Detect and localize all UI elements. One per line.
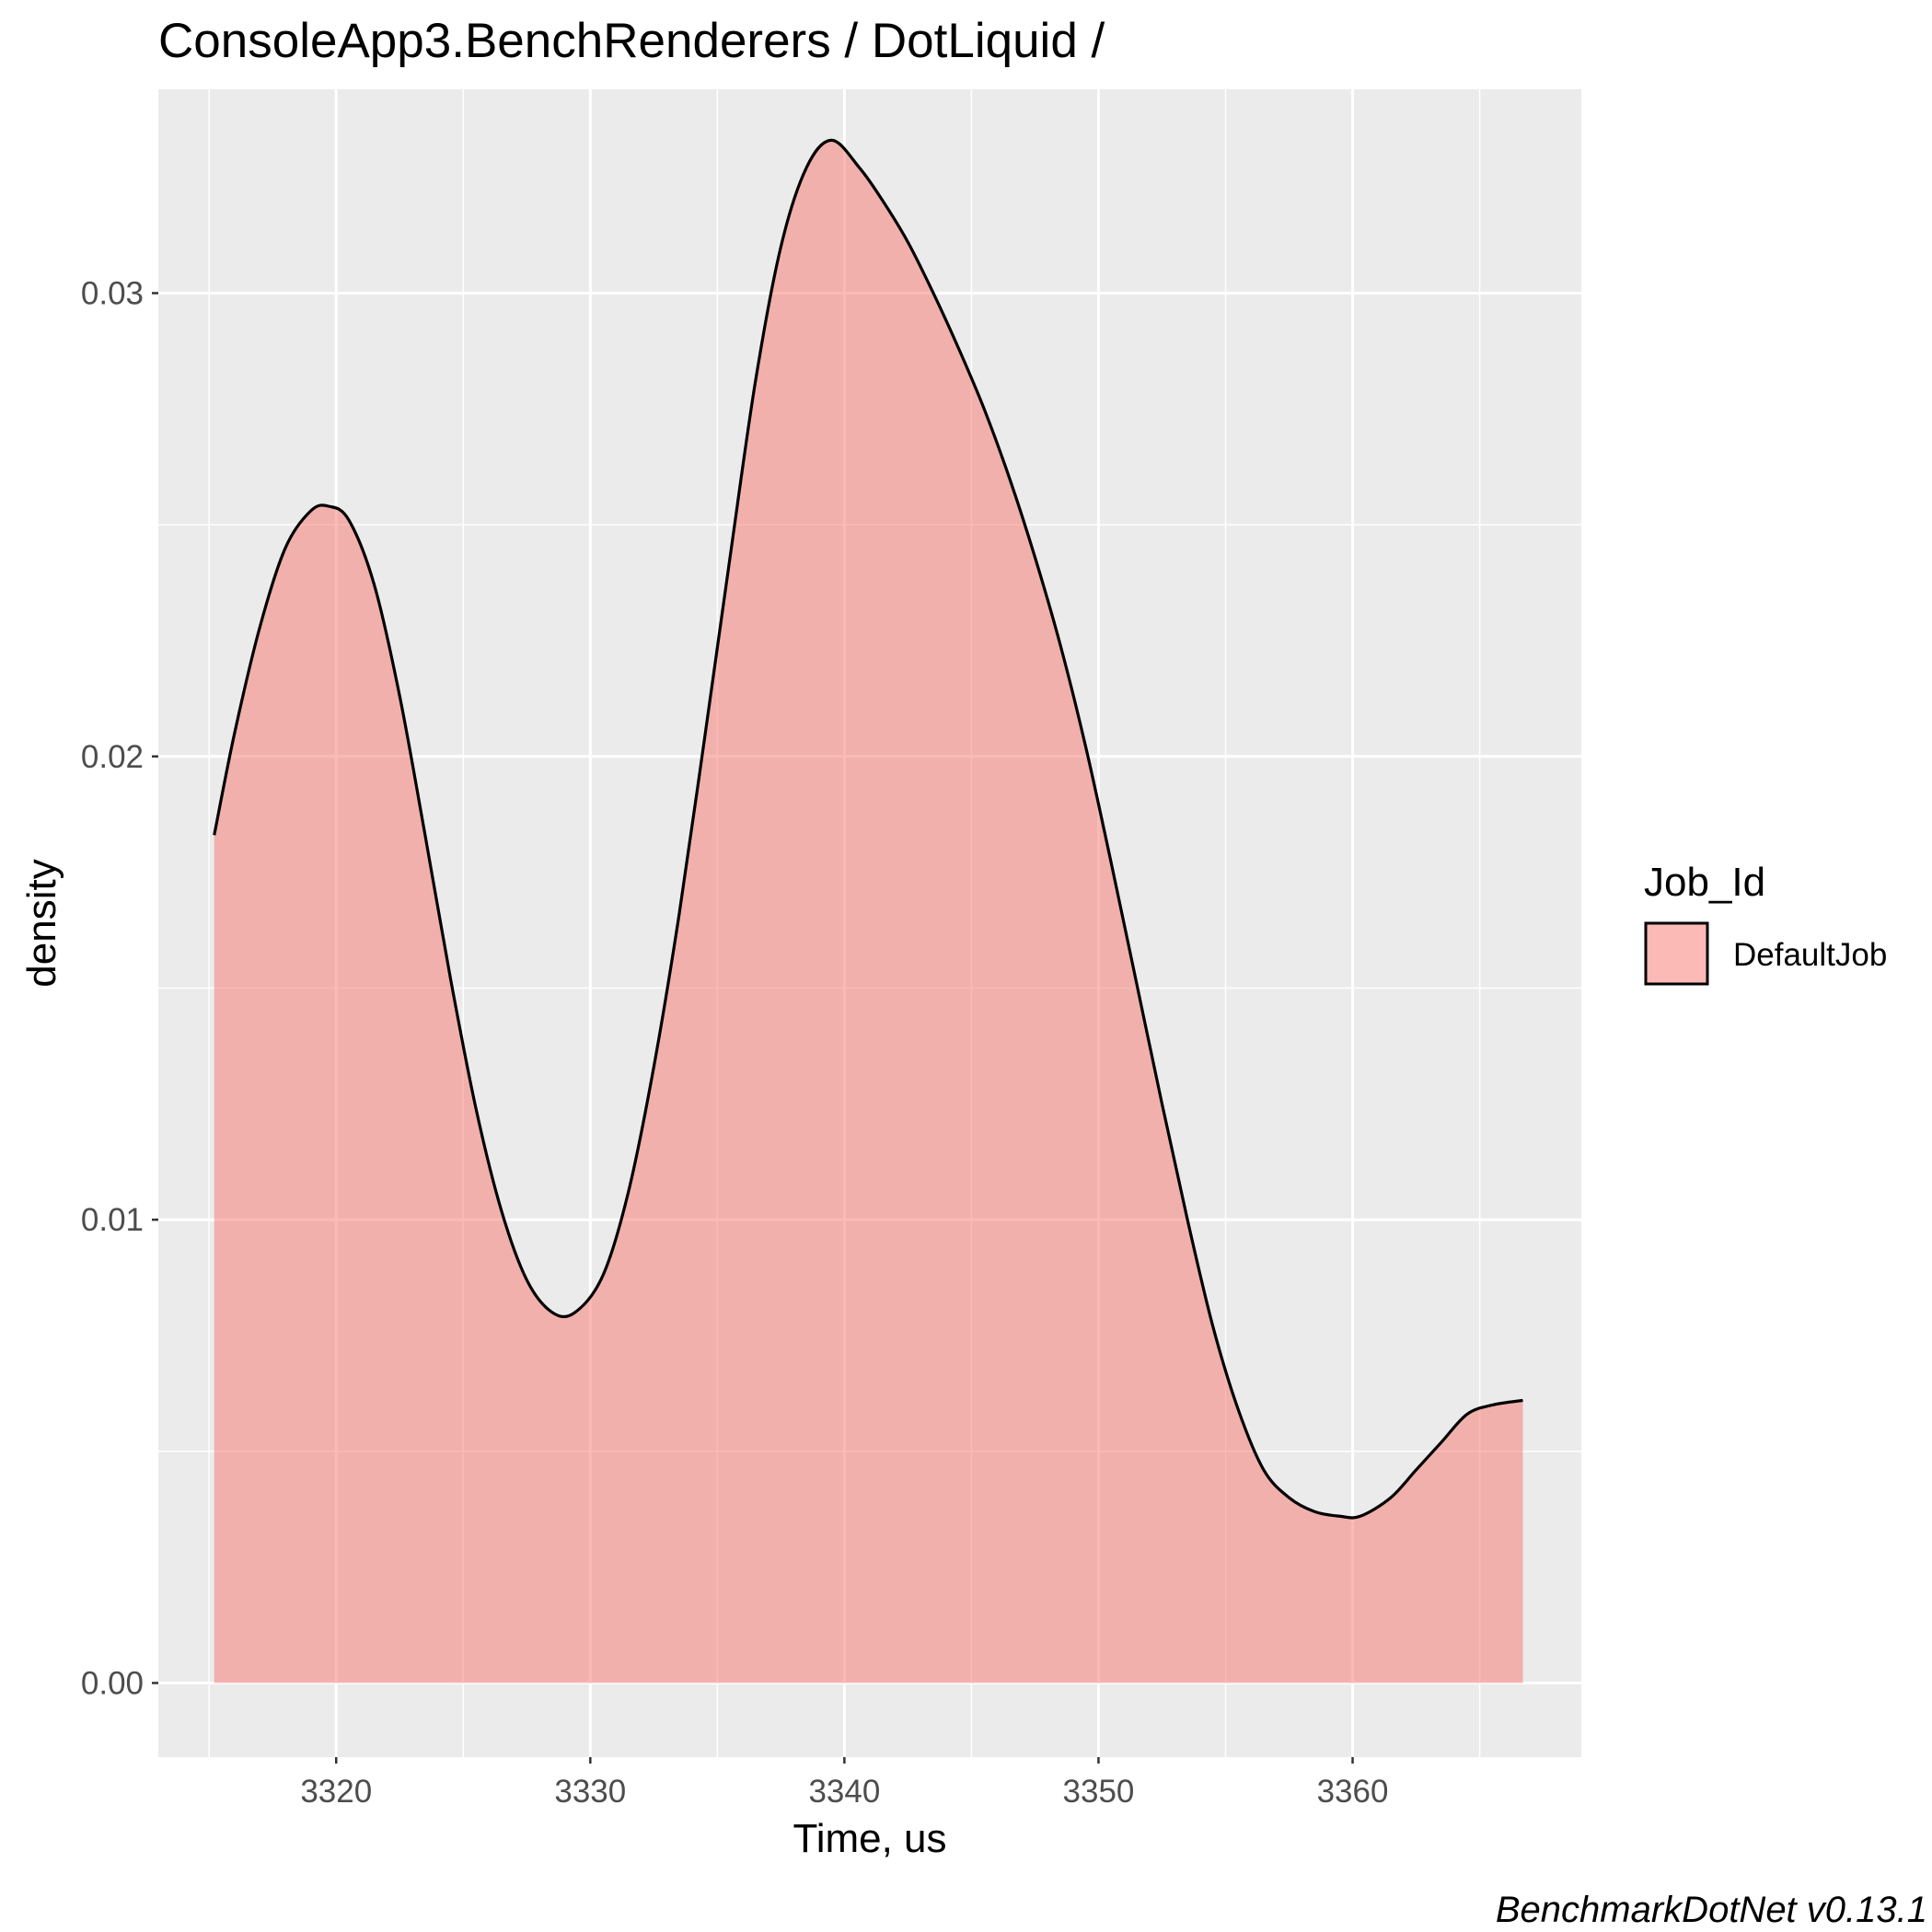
y-tick-label: 0.01 xyxy=(81,1202,144,1238)
legend-key-defaultjob xyxy=(1644,921,1709,986)
x-tick-label: 3340 xyxy=(808,1774,880,1810)
x-axis-title: Time, us xyxy=(792,1816,946,1861)
x-tick-label: 3320 xyxy=(300,1774,372,1810)
y-tick-label: 0.02 xyxy=(81,739,144,775)
x-tick-label: 3330 xyxy=(554,1774,626,1810)
density-area xyxy=(214,140,1523,1683)
chart-title: ConsoleApp3.BenchRenderers / DotLiquid / xyxy=(158,14,1105,68)
density-outline xyxy=(213,138,1523,1520)
legend-label-defaultjob: DefaultJob xyxy=(1733,937,1887,973)
y-axis-title: density xyxy=(19,859,64,987)
y-tick-label: 0.03 xyxy=(81,275,144,311)
legend: Job_Id DefaultJob xyxy=(1644,860,1887,986)
x-tick-label: 3350 xyxy=(1063,1774,1135,1810)
y-axis: 0.00 0.01 0.02 0.03 xyxy=(81,275,158,1701)
density-series xyxy=(213,138,1523,1683)
x-axis: 3320 3330 3340 3350 3360 xyxy=(300,1757,1388,1810)
x-tick-label: 3360 xyxy=(1317,1774,1389,1810)
caption: BenchmarkDotNet v0.13.1 xyxy=(1496,1890,1927,1930)
y-tick-label: 0.00 xyxy=(81,1665,144,1701)
legend-title: Job_Id xyxy=(1644,860,1765,905)
